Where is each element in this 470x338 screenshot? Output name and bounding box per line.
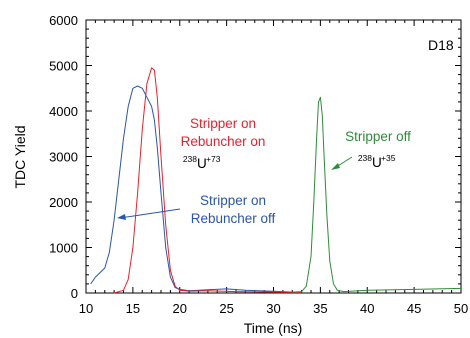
annotation-line1: Stripper on [190,116,256,131]
ion-charge: +73 [206,154,221,164]
y-tick-label: 6000 [49,13,78,28]
ion-charge: +35 [381,153,396,163]
annotation-arrowhead [331,163,340,170]
x-tick-label: 45 [407,301,421,316]
axis-tick-labels: 10 15 20 25 30 35 40 45 50 0 1000 2000 3000 4000 5000 6… [49,13,468,316]
y-tick-label: 1000 [49,241,78,256]
ion-symbol: U [372,155,382,170]
ion-symbol: U [197,156,207,171]
x-axis-label: Time (ns) [244,320,303,336]
annotation-arrow [119,208,181,219]
panel-label: D18 [428,37,454,53]
annotation-line2: Rebuncher on [181,134,266,149]
ion-mass: 238 [358,153,372,163]
series-line-2 [292,96,462,293]
x-tick-label: 25 [219,301,233,316]
y-tick-label: 3000 [49,150,78,165]
series-line-0 [90,85,293,293]
axis-ticks [85,19,462,294]
ion-label-238u35: 238 U +35 [358,153,396,170]
annotation-rebuncher-on: Stripper on Rebuncher on 238 U +73 [181,116,266,171]
x-tick-label: 20 [173,301,187,316]
y-axis-label: TDC Yield [12,125,28,188]
y-tick-label: 4000 [49,104,78,119]
x-tick-label: 40 [360,301,374,316]
x-tick-label: 10 [79,301,93,316]
ion-mass: 238 [183,154,197,164]
x-tick-label: 50 [454,301,468,316]
annotation-line2: Rebuncher off [191,211,276,226]
ion-label-238u73: 238 U +73 [183,154,221,171]
x-tick-label: 30 [266,301,280,316]
annotation-rebuncher-off: Stripper on Rebuncher off [117,193,276,226]
annotation-arrowhead [117,214,126,220]
series-line-1 [113,67,302,294]
y-tick-label: 5000 [49,59,78,74]
annotation-line1: Stripper off [345,129,411,144]
y-tick-label: 2000 [49,195,78,210]
plot-frame [85,19,462,294]
y-tick-label: 0 [71,286,78,301]
data-series [90,67,462,294]
x-tick-label: 35 [313,301,327,316]
x-tick-label: 15 [126,301,140,316]
annotation-line1: Stripper on [200,193,266,208]
annotation-stripper-off: Stripper off 238 U +35 [331,129,411,170]
